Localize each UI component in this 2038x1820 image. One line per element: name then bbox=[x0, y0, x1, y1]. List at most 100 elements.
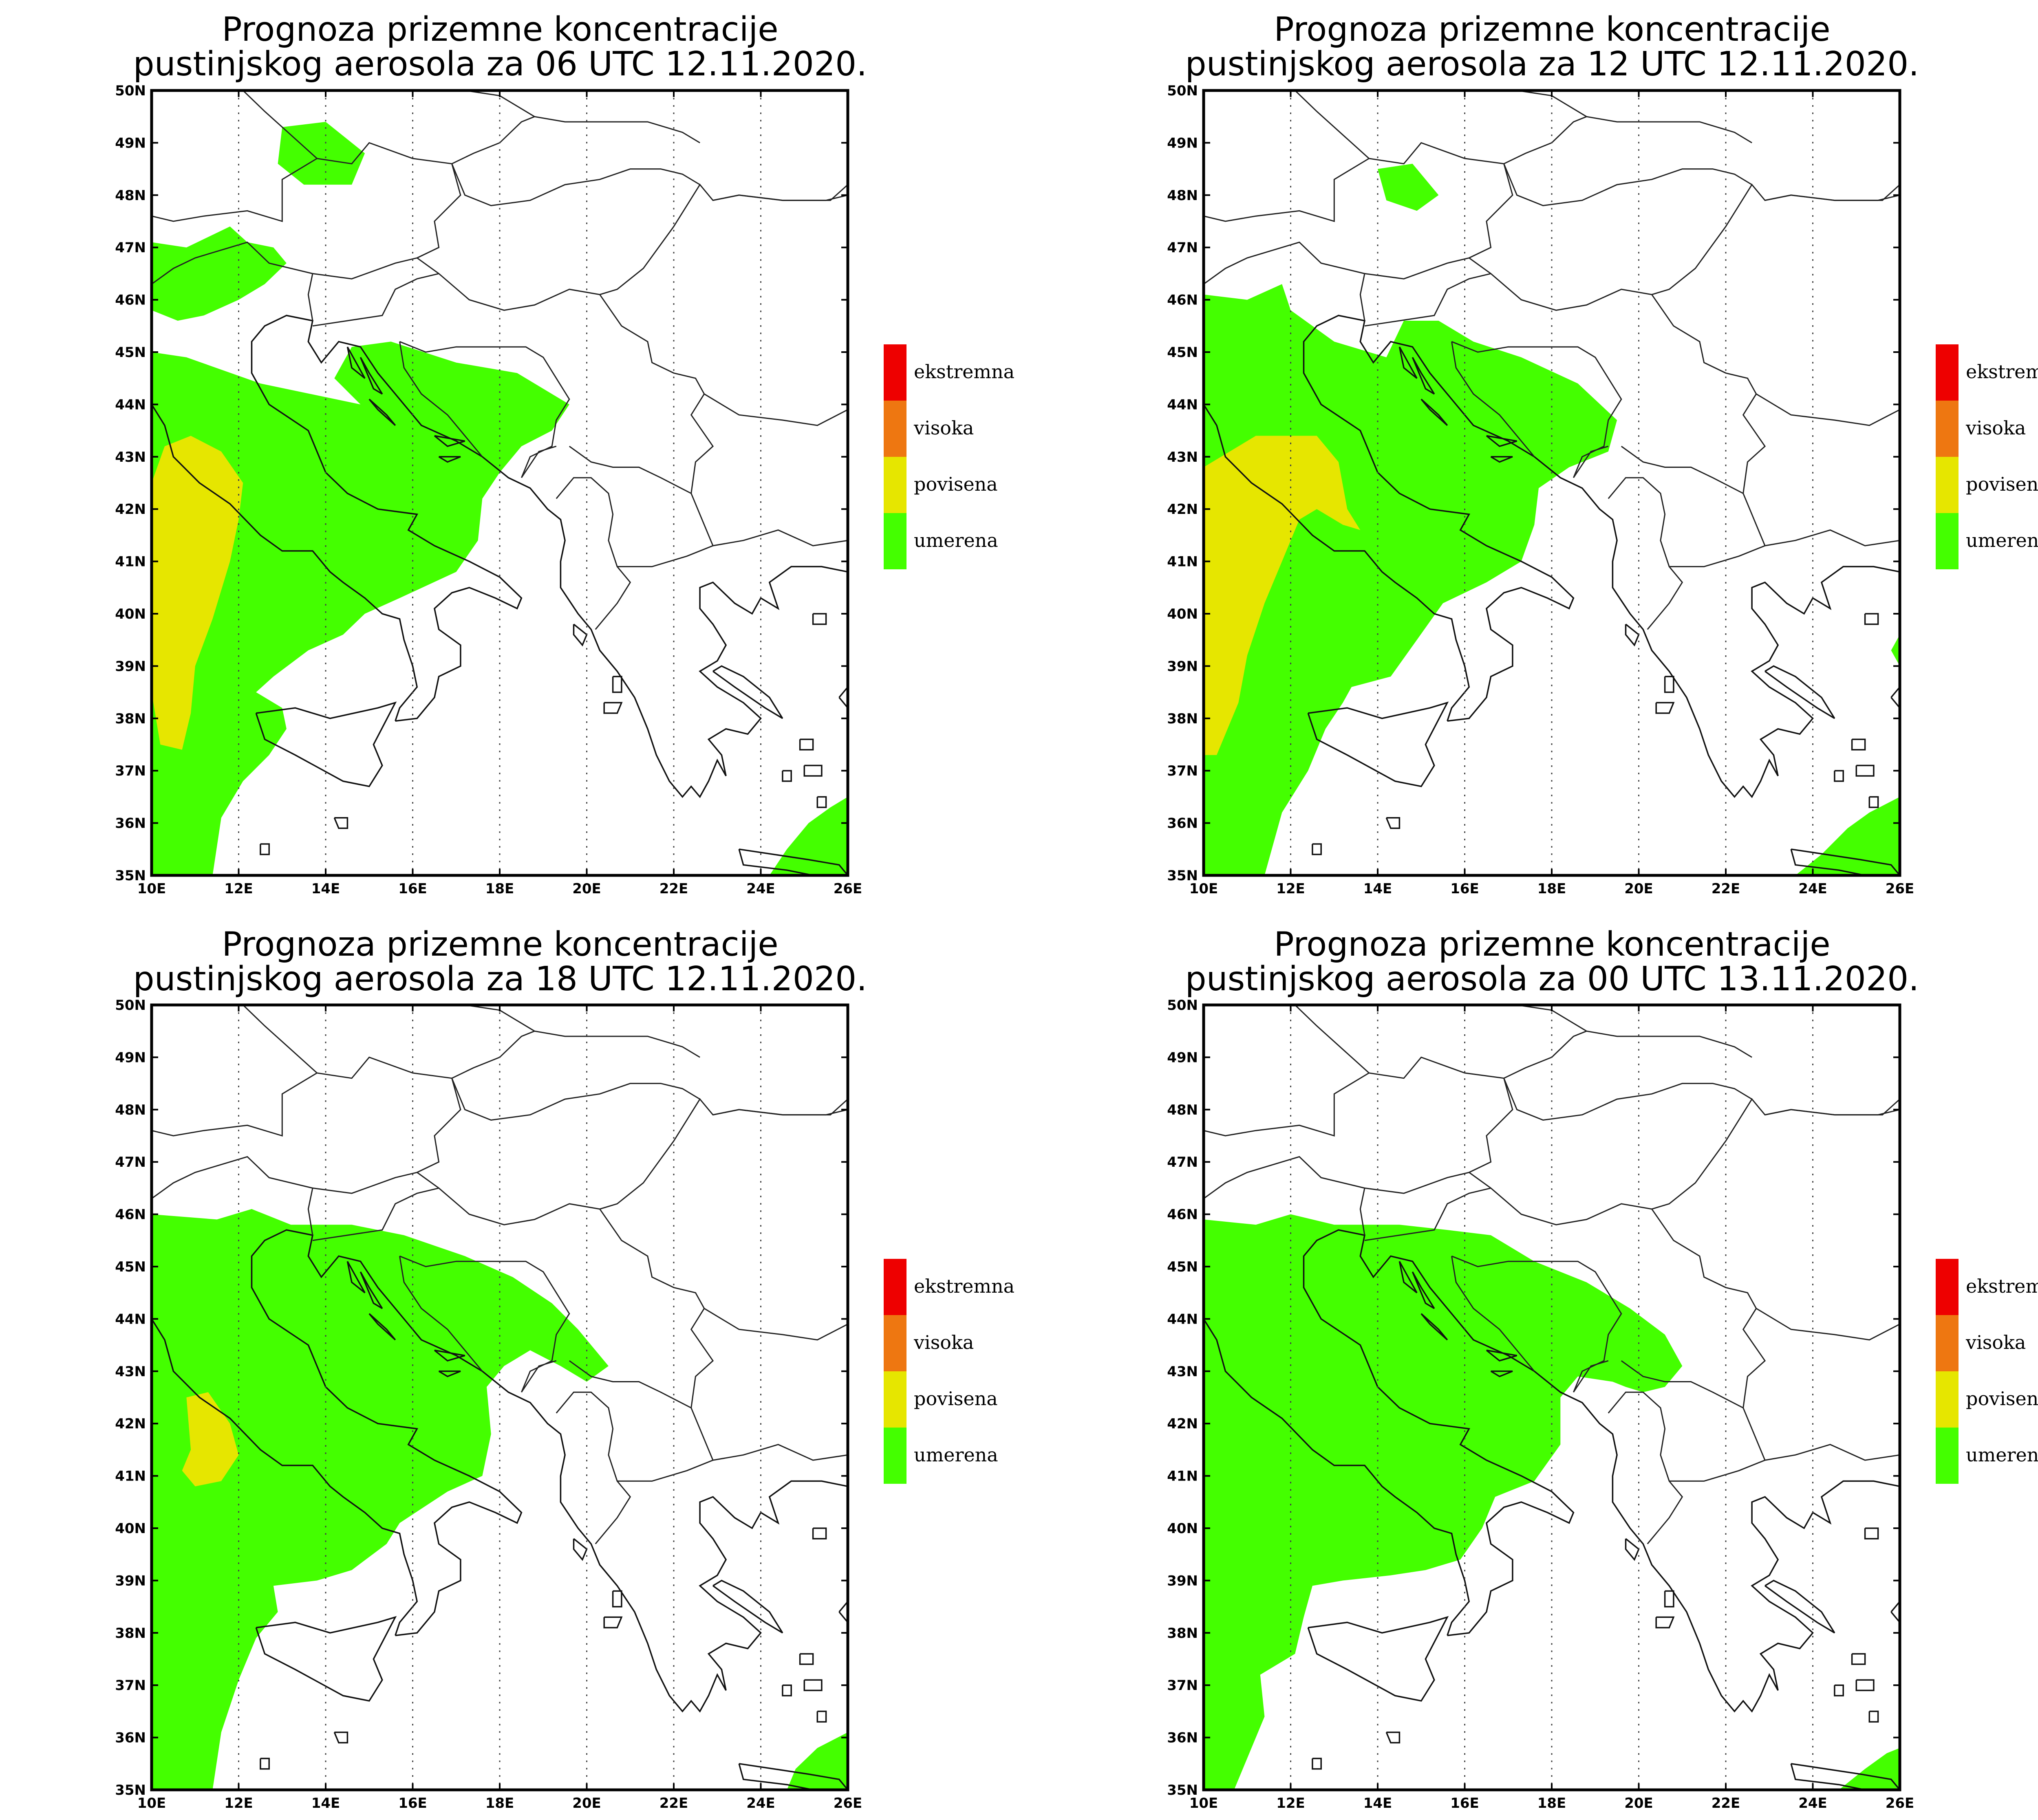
country-border bbox=[1204, 142, 1504, 223]
country-border bbox=[152, 241, 313, 321]
country-border bbox=[1451, 341, 1622, 478]
lon-tick-label: 22E bbox=[1712, 1795, 1740, 1811]
lon-tick-label: 12E bbox=[1276, 1795, 1305, 1811]
coastline bbox=[251, 315, 848, 798]
lon-tick-label: 20E bbox=[1624, 881, 1653, 897]
lat-tick-label: 41N bbox=[115, 1468, 146, 1485]
country-border bbox=[1204, 1156, 1365, 1236]
legend-swatch-povisena bbox=[1936, 457, 1959, 513]
lat-tick-label: 45N bbox=[1167, 1259, 1198, 1275]
coastline bbox=[1420, 1313, 1448, 1341]
lat-tick-label: 43N bbox=[1167, 1364, 1198, 1380]
coastline bbox=[838, 686, 848, 709]
coastline bbox=[1851, 738, 1866, 751]
legend-label-ekstremna: ekstremna bbox=[914, 1275, 1015, 1297]
forecast-panel: Prognoza prizemne koncentracijepustinjsk… bbox=[115, 10, 1015, 897]
coastline bbox=[1664, 1590, 1674, 1608]
coastline bbox=[1855, 765, 1875, 777]
coastline bbox=[1486, 1349, 1517, 1362]
coastline bbox=[603, 702, 623, 714]
lat-tick-label: 36N bbox=[1167, 1730, 1198, 1746]
country-border bbox=[1295, 90, 1370, 159]
coastline bbox=[1312, 1758, 1322, 1770]
coastline bbox=[803, 1679, 823, 1691]
country-border bbox=[243, 90, 318, 159]
coastline bbox=[1486, 435, 1517, 447]
coastline bbox=[612, 676, 622, 693]
lat-tick-label: 36N bbox=[115, 815, 146, 832]
legend: ekstremna visoka povisena umerena bbox=[1936, 344, 2038, 569]
panel-title-line2: pustinjskog aerosola za 18 UTC 12.11.202… bbox=[133, 960, 867, 998]
country-border bbox=[1364, 163, 1513, 280]
lon-tick-label: 24E bbox=[1798, 1795, 1827, 1811]
panel-title-line1: Prognoza prizemne koncentracije bbox=[1274, 10, 1830, 49]
lat-tick-label: 49N bbox=[115, 1049, 146, 1066]
lat-tick-label: 47N bbox=[115, 1154, 146, 1170]
lat-tick-label: 43N bbox=[115, 1364, 146, 1380]
coastline bbox=[612, 1590, 622, 1608]
lon-tick-label: 14E bbox=[1363, 1795, 1392, 1811]
lat-tick-label: 35N bbox=[1167, 868, 1198, 884]
lat-tick-label: 48N bbox=[1167, 187, 1198, 204]
country-border bbox=[1756, 393, 1900, 426]
legend-label-povisena: povisena bbox=[914, 473, 998, 495]
coastline bbox=[260, 1758, 270, 1770]
country-border bbox=[243, 1005, 318, 1074]
lat-tick-label: 38N bbox=[1167, 1625, 1198, 1642]
lat-tick-label: 46N bbox=[1167, 292, 1198, 308]
legend-swatch-ekstremna bbox=[1936, 1259, 1959, 1315]
country-border bbox=[617, 529, 848, 567]
legend-label-povisena: povisena bbox=[1966, 473, 2038, 495]
lon-tick-label: 22E bbox=[659, 1795, 688, 1811]
country-border bbox=[1669, 529, 1900, 567]
lat-tick-label: 42N bbox=[115, 501, 146, 518]
country-border bbox=[1765, 1098, 1900, 1116]
lat-tick-label: 37N bbox=[115, 1677, 146, 1694]
lat-tick-label: 41N bbox=[115, 554, 146, 570]
concentration-region-povisena bbox=[182, 1392, 239, 1487]
legend-label-umerena: umerena bbox=[1966, 529, 2038, 551]
coastline bbox=[1490, 1371, 1513, 1377]
legend-label-visoka: visoka bbox=[1965, 1331, 2026, 1353]
country-border bbox=[556, 1391, 631, 1545]
coastline bbox=[1790, 848, 1900, 875]
lat-tick-label: 38N bbox=[115, 1625, 146, 1642]
legend-label-visoka: visoka bbox=[1965, 417, 2026, 439]
lat-tick-label: 44N bbox=[115, 1311, 146, 1327]
country-border bbox=[1669, 1444, 1900, 1482]
coastline bbox=[816, 1710, 827, 1723]
country-border bbox=[1451, 1255, 1622, 1393]
country-border bbox=[690, 1408, 714, 1461]
lat-tick-label: 39N bbox=[1167, 658, 1198, 674]
lat-tick-label: 46N bbox=[1167, 1207, 1198, 1223]
panel-title-line2: pustinjskog aerosola za 12 UTC 12.11.202… bbox=[1185, 45, 1919, 84]
lat-tick-label: 44N bbox=[115, 397, 146, 413]
lat-tick-label: 49N bbox=[1167, 135, 1198, 151]
coastline bbox=[1864, 1527, 1879, 1540]
country-border bbox=[1756, 1308, 1900, 1341]
lon-tick-label: 10E bbox=[1189, 1795, 1218, 1811]
lat-tick-label: 45N bbox=[1167, 344, 1198, 361]
country-border bbox=[1742, 1408, 1766, 1461]
coastline bbox=[1625, 1538, 1640, 1561]
country-border bbox=[1765, 184, 1900, 201]
coastline bbox=[260, 843, 270, 855]
country-border bbox=[1573, 445, 1609, 478]
coastline bbox=[1855, 1679, 1875, 1691]
coastline bbox=[1385, 817, 1401, 829]
coastline bbox=[1412, 1271, 1435, 1309]
coastline bbox=[152, 404, 418, 721]
coastline bbox=[1307, 701, 1449, 787]
legend-swatch-umerena bbox=[884, 1428, 907, 1484]
coastline bbox=[152, 1318, 418, 1636]
concentration-region-umerena bbox=[152, 226, 287, 321]
lon-tick-label: 26E bbox=[1886, 881, 1914, 897]
coastline bbox=[1204, 404, 1470, 721]
legend-swatch-visoka bbox=[884, 1315, 907, 1371]
legend-label-visoka: visoka bbox=[913, 417, 974, 439]
coastline bbox=[812, 613, 827, 625]
country-border bbox=[1742, 393, 1766, 494]
country-border bbox=[569, 445, 692, 494]
country-border bbox=[1503, 163, 1752, 207]
legend-swatch-povisena bbox=[884, 457, 907, 513]
